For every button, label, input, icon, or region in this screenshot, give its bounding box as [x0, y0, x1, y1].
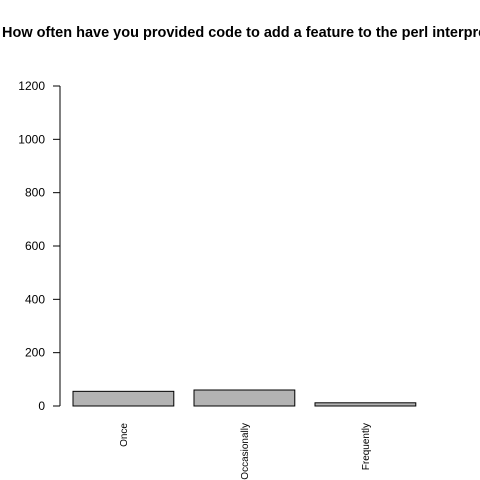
- x-tick-label: Frequently: [361, 423, 372, 470]
- x-axis-labels: Once Occasionally Frequently: [119, 423, 372, 480]
- y-tick-label: 400: [25, 292, 45, 306]
- bar-occasionally: [193, 389, 296, 407]
- x-tick-label: Once: [119, 423, 130, 447]
- bar-frequently: [314, 402, 417, 407]
- y-tick-label: 200: [25, 346, 45, 360]
- y-tick-label: 600: [25, 239, 45, 253]
- bar-once: [72, 390, 175, 407]
- y-tick-label: 800: [25, 186, 45, 200]
- y-tick-label: 1200: [18, 79, 45, 93]
- y-tick-label: 1000: [18, 132, 45, 146]
- y-axis: 0 200 400 600 800 1000 1200: [18, 79, 61, 413]
- y-tick-label: 0: [38, 399, 45, 413]
- chart-title: How often have you provided code to add …: [2, 25, 480, 41]
- bars: [72, 389, 417, 407]
- x-tick-label: Occasionally: [240, 423, 251, 480]
